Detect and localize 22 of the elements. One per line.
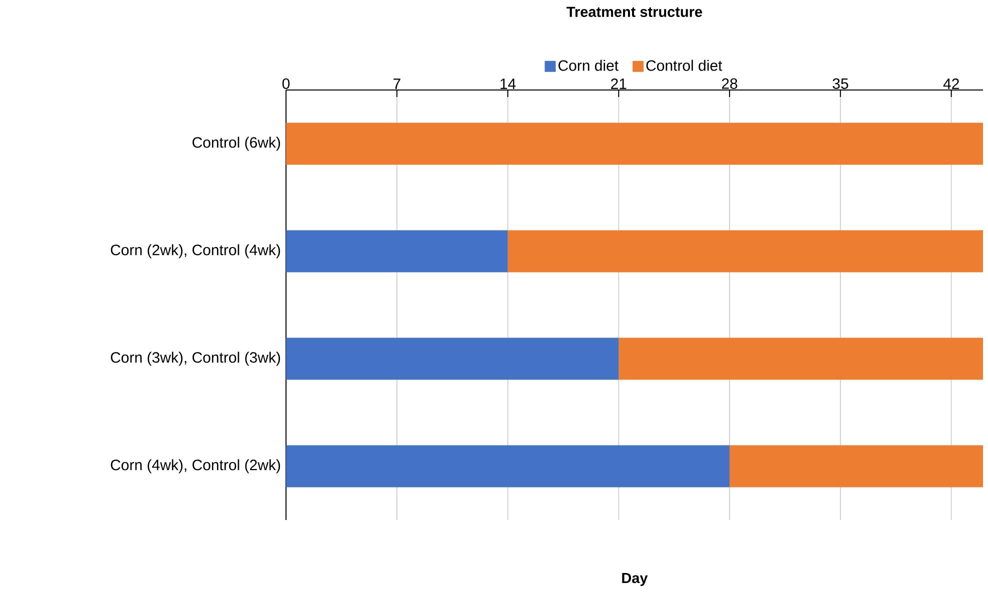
bar — [286, 122, 984, 165]
y-tick-label: Corn (2wk), Control (4wk) — [110, 244, 280, 258]
y-tick-label: Control (6wk) — [192, 136, 280, 151]
chart-title: Treatment structure — [566, 6, 702, 17]
bar — [286, 338, 619, 380]
bar — [618, 338, 984, 380]
x-tick-label: 14 — [500, 78, 516, 89]
y-tick-label: Corn (3wk), Control (3wk) — [110, 352, 280, 366]
x-tick-label: 21 — [611, 78, 626, 89]
x-tick-label: 42 — [943, 78, 959, 89]
x-tick-label: 0 — [282, 78, 290, 89]
y-tick-label: Corn (4wk), Control (2wk) — [110, 459, 280, 474]
x-tick-label: 7 — [393, 78, 400, 89]
bar — [730, 445, 984, 488]
bar — [286, 445, 730, 488]
x-tick-label: 28 — [722, 78, 738, 89]
legend-label: Control diet — [646, 60, 722, 71]
bar — [286, 230, 508, 272]
bar — [508, 230, 984, 272]
x-axis-title: Day — [622, 573, 648, 586]
x-tick-label: 35 — [832, 78, 848, 89]
legend-label: Corn diet — [558, 60, 618, 71]
